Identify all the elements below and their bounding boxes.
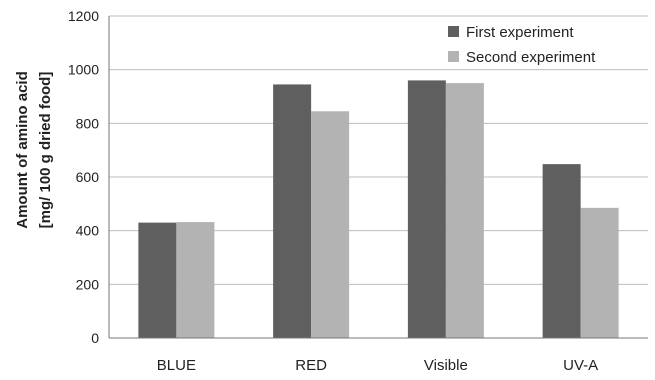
x-category-label: UV-A <box>563 357 598 374</box>
y-tick-label: 1000 <box>68 62 99 78</box>
legend-label: Second experiment <box>466 49 596 66</box>
y-tick-label: 1200 <box>68 8 99 24</box>
legend-label: First experiment <box>466 24 574 41</box>
legend-swatch <box>448 51 459 62</box>
bar-second-experiment-visible <box>445 83 484 338</box>
y-tick-label: 0 <box>91 330 99 346</box>
x-category-label: BLUE <box>157 357 196 374</box>
y-tick-label: 200 <box>76 276 100 292</box>
bar-second-experiment-red <box>311 111 350 338</box>
legend: First experiment Second experiment <box>448 24 596 66</box>
bars <box>138 80 619 339</box>
y-axis-label-line1: Amount of amino acid <box>14 71 31 229</box>
bar-first-experiment-blue <box>138 222 177 338</box>
y-tick-label: 600 <box>76 169 100 185</box>
bar-second-experiment-uv-a <box>580 207 619 338</box>
x-category-label: Visible <box>424 357 468 374</box>
legend-swatch <box>448 26 459 37</box>
y-axis-tick-labels: 0 200 400 600 800 1000 1200 <box>68 8 99 346</box>
y-tick-label: 400 <box>76 223 100 239</box>
x-axis-category-labels: BLUE RED Visible UV-A <box>157 357 598 374</box>
bar-second-experiment-blue <box>176 222 215 338</box>
x-category-label: RED <box>295 357 327 374</box>
bar-first-experiment-red <box>273 84 312 338</box>
y-axis-label-line2: [mg/ 100 g dried food] <box>37 72 54 229</box>
y-tick-label: 800 <box>76 115 100 131</box>
bar-first-experiment-uv-a <box>542 164 581 338</box>
bar-first-experiment-visible <box>407 80 446 339</box>
